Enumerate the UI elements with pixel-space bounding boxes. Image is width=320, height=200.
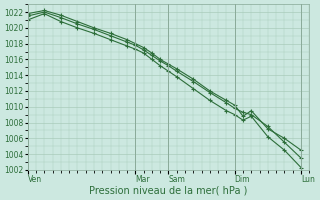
X-axis label: Pression niveau de la mer( hPa ): Pression niveau de la mer( hPa ) — [89, 186, 248, 196]
